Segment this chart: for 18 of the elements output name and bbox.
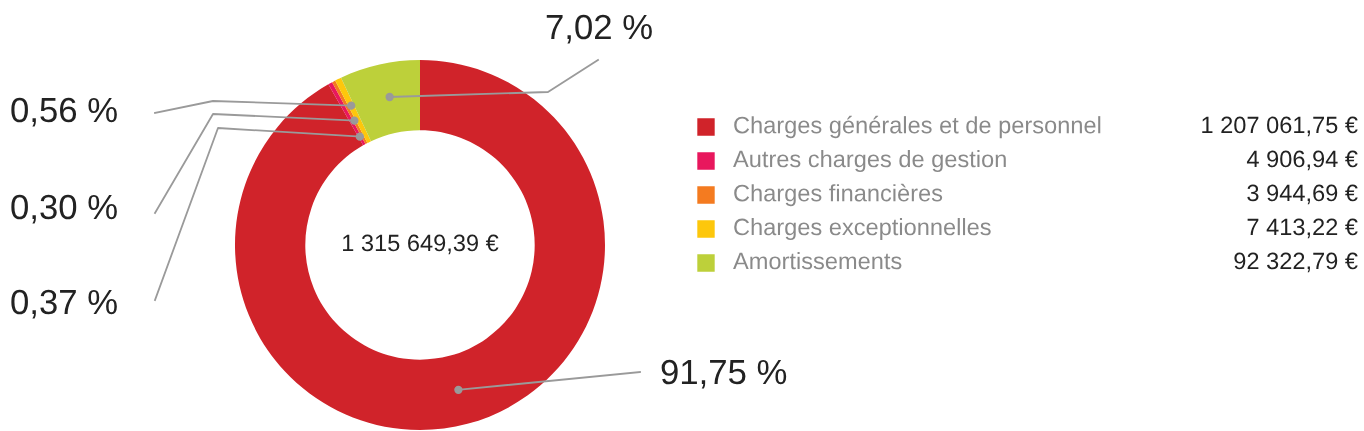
text: 7 413,22 € — [1247, 218, 1358, 239]
legend-label: Autres charges de gestion — [733, 150, 1006, 172]
text: 1 207 061,75 € — [1202, 116, 1358, 137]
text: 1 315 649,39 € — [343, 234, 499, 255]
data-label: 7,02 % — [546, 14, 652, 44]
legend-label: Amortissements — [733, 251, 902, 270]
legend-label: Charges financières — [734, 183, 943, 207]
donut-slice — [341, 60, 420, 142]
data-label: 91,75 % — [661, 359, 787, 389]
donut-slice — [235, 60, 605, 430]
data-label: 0,30 % — [11, 194, 117, 224]
legend-label: Charges générales et de personnel — [734, 115, 1101, 139]
data-label: 0,37 % — [11, 289, 117, 319]
text: 92 322,79 € — [1234, 252, 1358, 273]
data-label: 0,56 % — [11, 97, 117, 127]
text: 4 906,94 € — [1246, 150, 1358, 171]
legend-label: Charges exceptionnelles — [734, 217, 991, 240]
text: 3 944,69 € — [1247, 184, 1358, 205]
